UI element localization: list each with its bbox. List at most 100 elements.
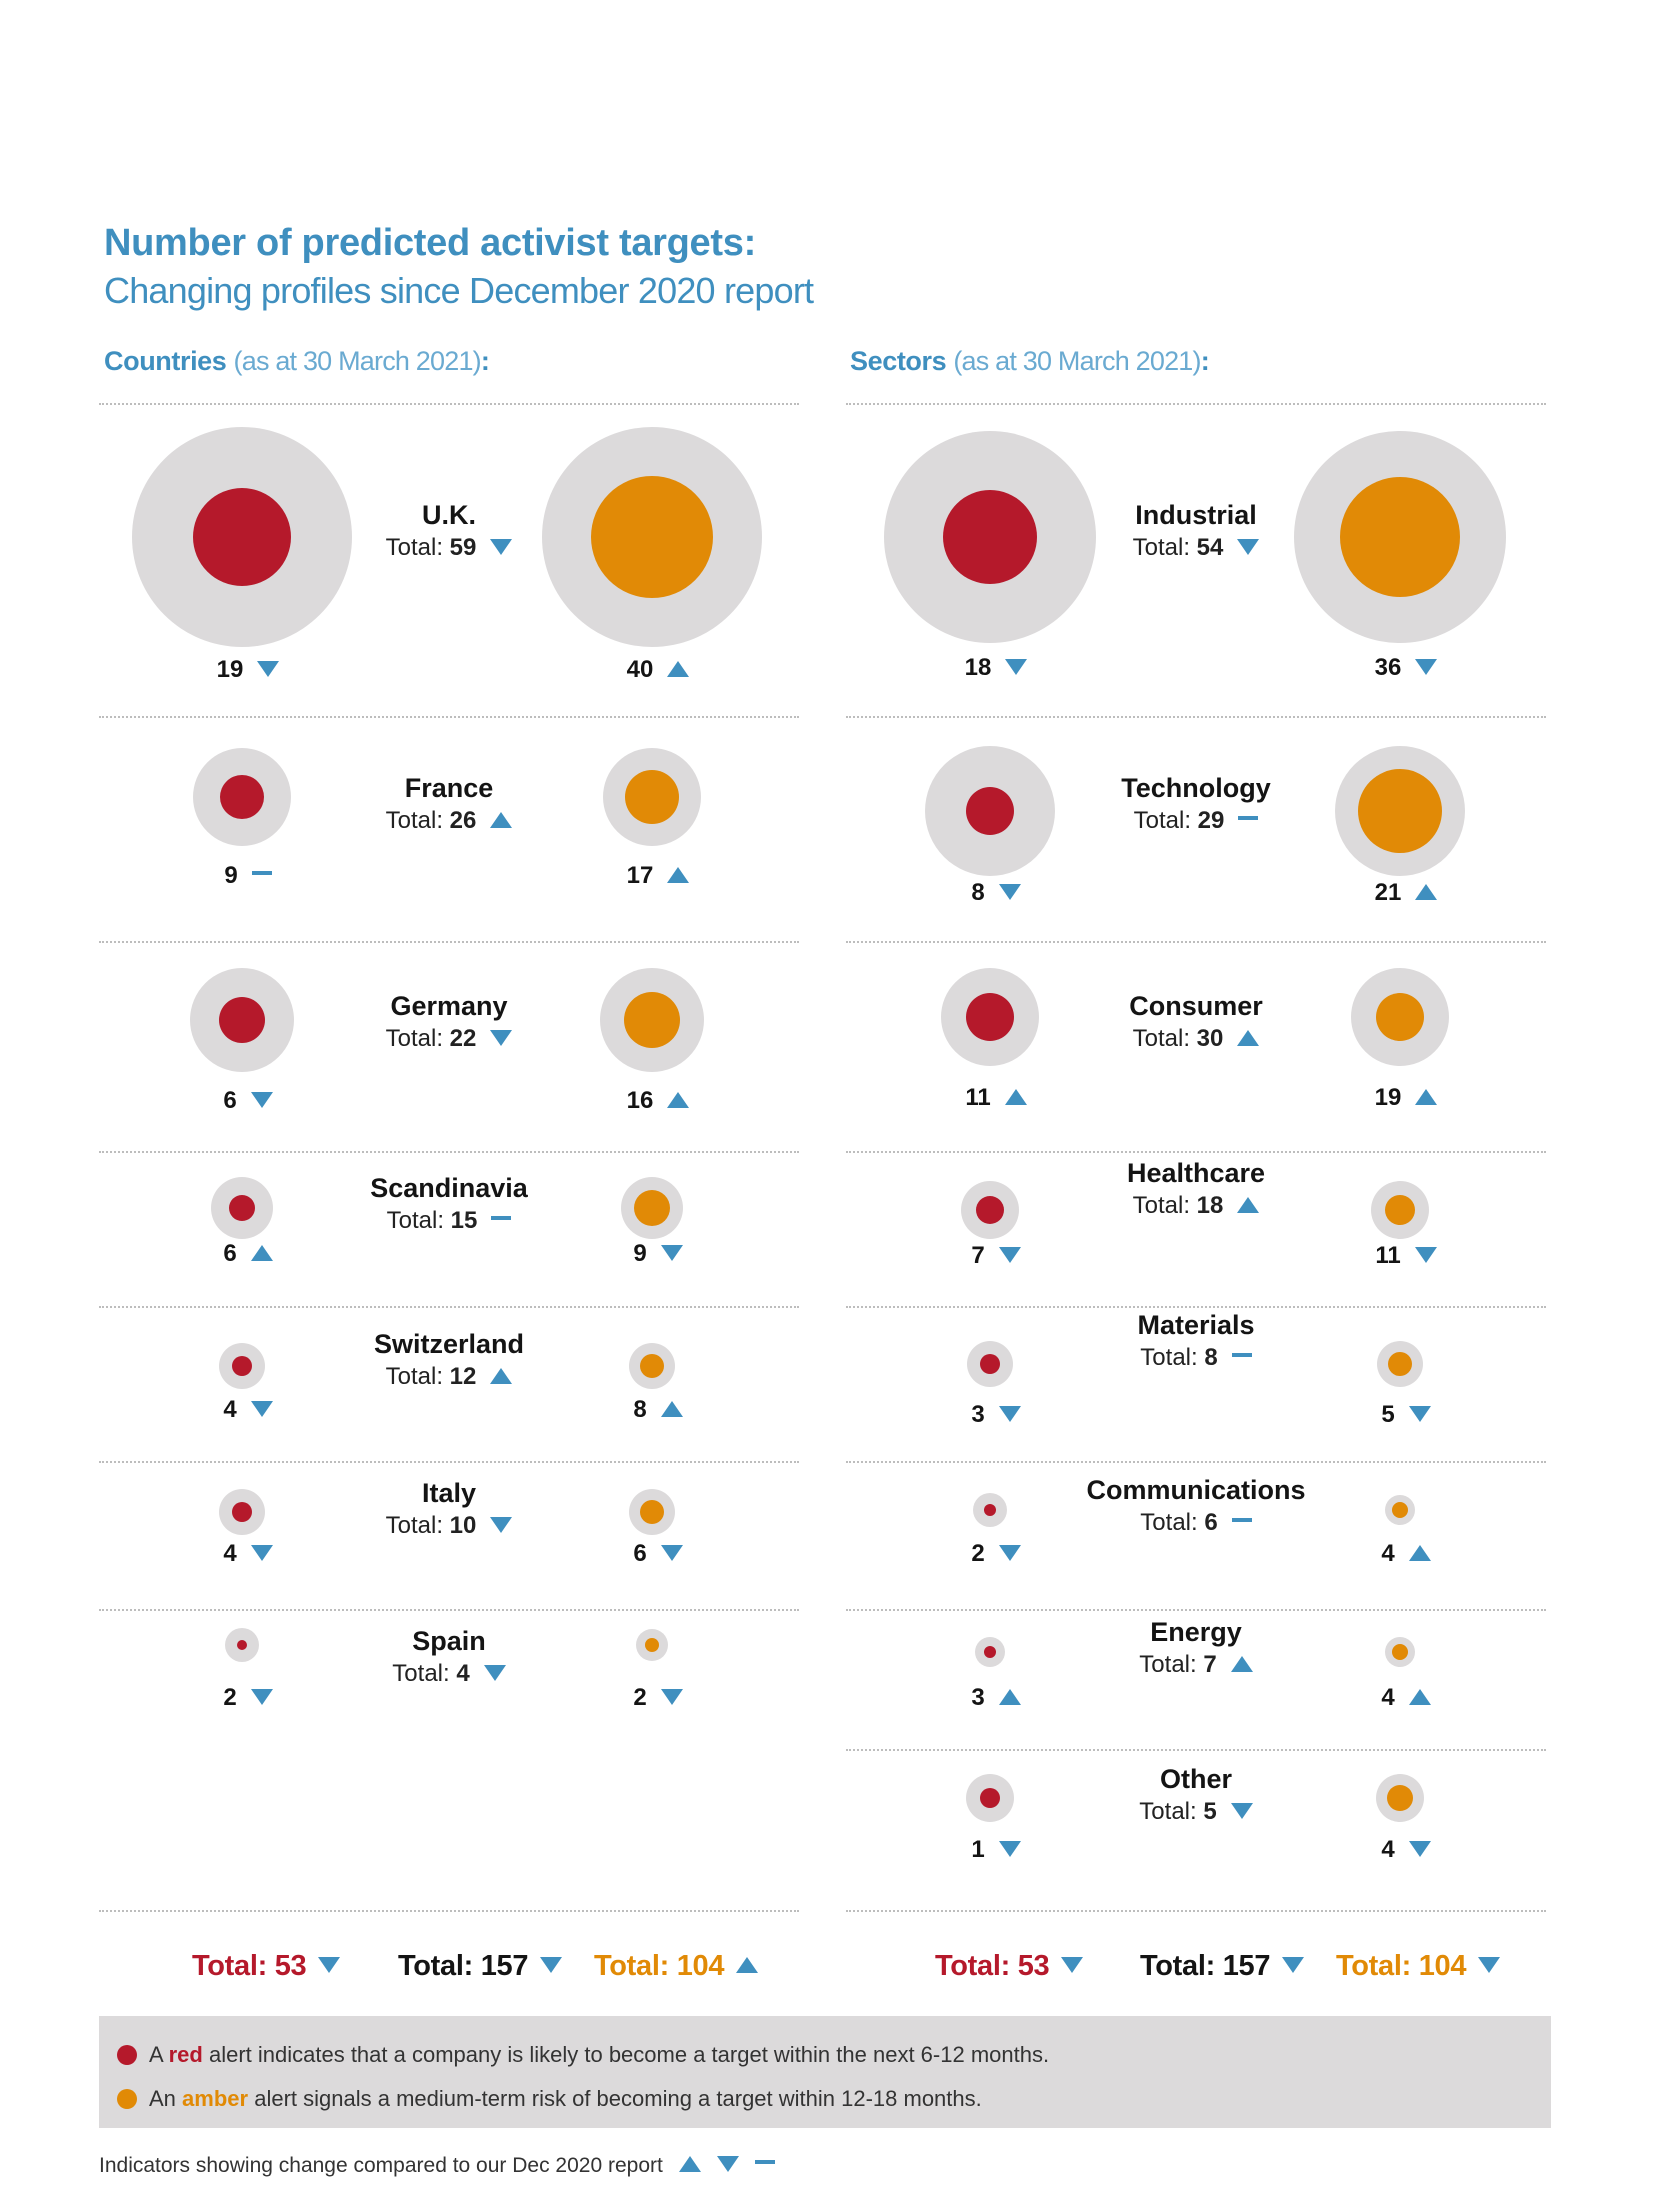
countries-amber-count-indicator [660, 1544, 683, 1561]
countries-amber-count-value: 40 [626, 656, 654, 683]
sectors-red-count-indicator [998, 1688, 1021, 1705]
sectors-red-count: 8 [951, 879, 1041, 907]
countries-amber-count-indicator [667, 660, 690, 677]
sectors-amber-count-indicator [1414, 1246, 1437, 1263]
sectors-row-total-value: 29 [1197, 807, 1225, 834]
countries-row-divider [99, 1609, 799, 1611]
countries-row-total-value: 10 [449, 1512, 477, 1539]
countries-row-total-indicator [491, 1215, 512, 1220]
countries-row-total-indicator [490, 1029, 513, 1046]
sectors-red-count-value: 2 [971, 1540, 985, 1567]
countries-amber-count-indicator [667, 866, 690, 883]
countries-red-count-value: 4 [223, 1396, 237, 1423]
sectors-red-count: 3 [951, 1401, 1041, 1429]
countries-amber-count-value: 16 [626, 1087, 654, 1114]
countries-row-divider [99, 1461, 799, 1463]
sectors-row-total-indicator [1237, 1029, 1260, 1046]
sectors-red-count-value: 11 [965, 1084, 991, 1111]
sectors-row-total-label: Total: [1132, 1192, 1197, 1219]
countries-row-total: Total: 26 [299, 807, 599, 835]
sectors-row-total: Total: 8 [1046, 1344, 1346, 1372]
countries-red-count-value: 19 [216, 656, 244, 683]
countries-row-divider [99, 1151, 799, 1153]
sectors-row-total-label: Total: [1133, 807, 1198, 834]
countries-row-total-indicator [490, 811, 513, 828]
sectors-row-total-value: 54 [1196, 534, 1224, 561]
countries-amber-count: 16 [613, 1087, 703, 1115]
sectors-row-total: Total: 18 [1046, 1192, 1346, 1220]
sectors-bottom-divider [846, 1910, 1546, 1912]
legend-amber-prefix: An [149, 2086, 176, 2111]
sectors-amber-count: 36 [1361, 654, 1451, 682]
sectors-amber-total-indicator [1478, 1957, 1501, 1974]
legend-red-keyword: red [168, 2042, 203, 2067]
sectors-amber-count-value: 4 [1381, 1540, 1395, 1567]
countries-amber-count: 9 [613, 1240, 703, 1268]
countries-red-count-indicator [257, 660, 280, 677]
legend-amber-keyword: amber [182, 2086, 249, 2111]
countries-red-bubble [237, 1640, 247, 1650]
sectors-row-total-indicator [1230, 1802, 1253, 1819]
countries-amber-count: 40 [613, 656, 703, 684]
countries-red-bubble [220, 775, 264, 819]
countries-heading-colon: : [480, 346, 490, 376]
sectors-amber-bubble [1392, 1644, 1408, 1660]
countries-heading-label: Countries [104, 346, 227, 376]
sectors-row-divider [846, 1306, 1546, 1308]
countries-red-bubble [193, 488, 291, 586]
sectors-red-count-indicator [998, 1840, 1021, 1857]
sectors-red-count-indicator [998, 1544, 1021, 1561]
legend-amber-text: alert signals a medium-term risk of beco… [254, 2086, 982, 2111]
sectors-amber-count: 5 [1361, 1401, 1451, 1429]
countries-red-count: 2 [203, 1684, 293, 1712]
sectors-red-count: 3 [951, 1684, 1041, 1712]
sectors-row-divider [846, 716, 1546, 718]
sectors-row-total-label: Total: [1139, 1798, 1204, 1825]
countries-row-total-indicator [483, 1664, 506, 1681]
countries-amber-total: Total: 104 [594, 1950, 759, 1983]
countries-amber-count: 17 [613, 862, 703, 890]
countries-amber-count-indicator [660, 1400, 683, 1417]
countries-row-total-value: 4 [456, 1660, 470, 1687]
sectors-red-bubble [976, 1196, 1004, 1224]
sectors-row-total: Total: 7 [1046, 1651, 1346, 1679]
sectors-red-bubble [966, 787, 1014, 835]
sectors-row-name: Healthcare [1126, 1158, 1266, 1188]
countries-overall-total-indicator [540, 1957, 563, 1974]
countries-row-name: France [404, 773, 494, 803]
countries-red-count: 4 [203, 1396, 293, 1424]
sectors-amber-bubble [1392, 1502, 1408, 1518]
countries-overall-total-text: Total: 157 [398, 1950, 529, 1982]
countries-amber-count-value: 17 [626, 862, 654, 889]
countries-amber-bubble [624, 992, 680, 1048]
countries-row-total-label: Total: [385, 1512, 450, 1539]
sectors-amber-bubble [1340, 477, 1460, 597]
sectors-amber-count-value: 4 [1381, 1684, 1395, 1711]
sectors-amber-bubble [1387, 1785, 1413, 1811]
sectors-row-total: Total: 29 [1046, 807, 1346, 835]
legend-red-prefix: A [149, 2042, 163, 2067]
countries-red-bubble [219, 997, 265, 1043]
countries-row-total-value: 12 [449, 1363, 477, 1390]
sectors-amber-bubble [1385, 1195, 1415, 1225]
sectors-row-name: Communications [1086, 1475, 1306, 1505]
countries-top-divider [99, 403, 799, 405]
sectors-amber-count-indicator [1408, 1840, 1431, 1857]
countries-row-total: Total: 22 [299, 1025, 599, 1053]
sectors-row-name: Consumer [1129, 991, 1263, 1021]
sectors-red-bubble [984, 1504, 996, 1516]
countries-red-count-indicator [250, 1688, 273, 1705]
sectors-heading-colon: : [1200, 346, 1210, 376]
sectors-row-total-value: 18 [1196, 1192, 1224, 1219]
countries-amber-count-indicator [660, 1688, 683, 1705]
sectors-red-count: 11 [951, 1084, 1041, 1112]
sectors-row-divider [846, 1749, 1546, 1751]
countries-amber-total-indicator [736, 1957, 759, 1974]
sectors-row-total-indicator [1238, 815, 1259, 820]
countries-red-total: Total: 53 [192, 1950, 341, 1983]
sectors-row-total-indicator [1237, 538, 1260, 555]
sectors-red-count-indicator [998, 883, 1021, 900]
sectors-red-count-value: 18 [964, 654, 992, 681]
countries-amber-count-value: 9 [633, 1240, 647, 1267]
sectors-red-bubble [943, 490, 1037, 584]
